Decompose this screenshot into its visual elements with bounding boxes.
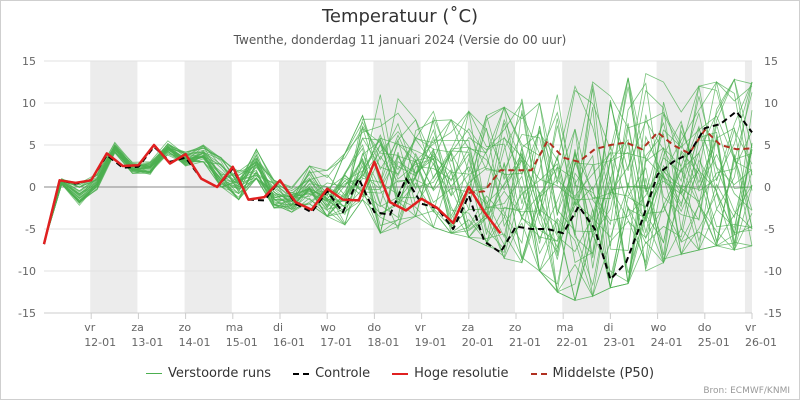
legend-item-verstoorde[interactable]: Verstoorde runs [145, 366, 272, 381]
x-tick-weekday: wo [320, 321, 336, 334]
x-tick-date: 20-01 [462, 336, 494, 349]
x-tick-date: 26-01 [745, 336, 777, 349]
x-tick-date: 15-01 [226, 336, 258, 349]
legend-label: Verstoorde runs [167, 366, 272, 381]
legend-label: Middelste (P50) [552, 366, 655, 381]
x-tick-date: 13-01 [131, 336, 163, 349]
x-tick-date: 25-01 [698, 336, 730, 349]
legend-item-p50[interactable]: Middelste (P50) [530, 366, 655, 381]
x-tick-date: 23-01 [603, 336, 635, 349]
x-tick-weekday: zo [509, 321, 522, 334]
x-tick-weekday: za [462, 321, 475, 334]
x-tick-weekday: vr [745, 321, 757, 334]
x-tick-weekday: di [603, 321, 613, 334]
x-tick-date: 19-01 [415, 336, 447, 349]
chart-legend: Verstoorde runs Controle Hoge resolutie … [0, 366, 800, 381]
ensemble-member-line [43, 148, 753, 288]
y-tick-label-right: 10 [764, 97, 778, 110]
y-tick-label-left: -10 [18, 265, 36, 278]
legend-item-hoge-resolutie[interactable]: Hoge resolutie [392, 366, 509, 381]
y-tick-label-left: -5 [25, 223, 36, 236]
x-tick-date: 12-01 [84, 336, 116, 349]
legend-label: Controle [315, 366, 371, 381]
x-tick-weekday: za [131, 321, 144, 334]
legend-swatch-verstoorde [145, 373, 162, 374]
y-tick-label-right: -10 [764, 265, 782, 278]
x-tick-weekday: do [698, 321, 712, 334]
x-tick-weekday: ma [556, 321, 573, 334]
x-tick-weekday: vr [415, 321, 427, 334]
x-tick-weekday: ma [226, 321, 243, 334]
x-tick-date: 22-01 [556, 336, 588, 349]
y-tick-label-right: 5 [764, 139, 771, 152]
y-tick-label-right: -15 [764, 307, 782, 320]
credits: Bron: ECMWF/KNMI [703, 386, 790, 396]
x-tick-weekday: di [273, 321, 283, 334]
x-tick-date: 14-01 [179, 336, 211, 349]
y-tick-label-right: 0 [764, 181, 771, 194]
y-tick-label-left: 10 [22, 97, 36, 110]
legend-label: Hoge resolutie [414, 366, 509, 381]
legend-swatch-hoge-resolutie [392, 372, 409, 375]
high-resolution-line [42, 143, 502, 245]
chart-subtitle: Twenthe, donderdag 11 januari 2024 (Vers… [233, 33, 567, 47]
ensemble-member-line [43, 77, 753, 243]
x-tick-weekday: zo [179, 321, 192, 334]
ensemble-member-line [43, 106, 753, 259]
x-tick-date: 16-01 [273, 336, 305, 349]
x-tick-weekday: vr [84, 321, 96, 334]
ensemble-member-line [43, 134, 753, 289]
y-tick-label-right: -5 [764, 223, 775, 236]
y-tick-label-left: 15 [22, 55, 36, 68]
legend-item-controle[interactable]: Controle [293, 366, 370, 381]
ensemble-member-line [43, 77, 753, 243]
x-tick-weekday: wo [651, 321, 667, 334]
y-tick-label-left: 5 [29, 139, 36, 152]
x-tick-date: 24-01 [651, 336, 683, 349]
x-tick-weekday: do [367, 321, 381, 334]
x-tick-date: 21-01 [509, 336, 541, 349]
legend-swatch-controle [293, 372, 310, 375]
chart-title: Temperatuur (˚C) [321, 6, 479, 27]
legend-swatch-p50 [530, 372, 547, 375]
y-tick-label-right: 15 [764, 55, 778, 68]
y-tick-label-left: -15 [18, 307, 36, 320]
x-tick-date: 17-01 [320, 336, 352, 349]
y-tick-label-left: 0 [29, 181, 36, 194]
x-tick-date: 18-01 [367, 336, 399, 349]
